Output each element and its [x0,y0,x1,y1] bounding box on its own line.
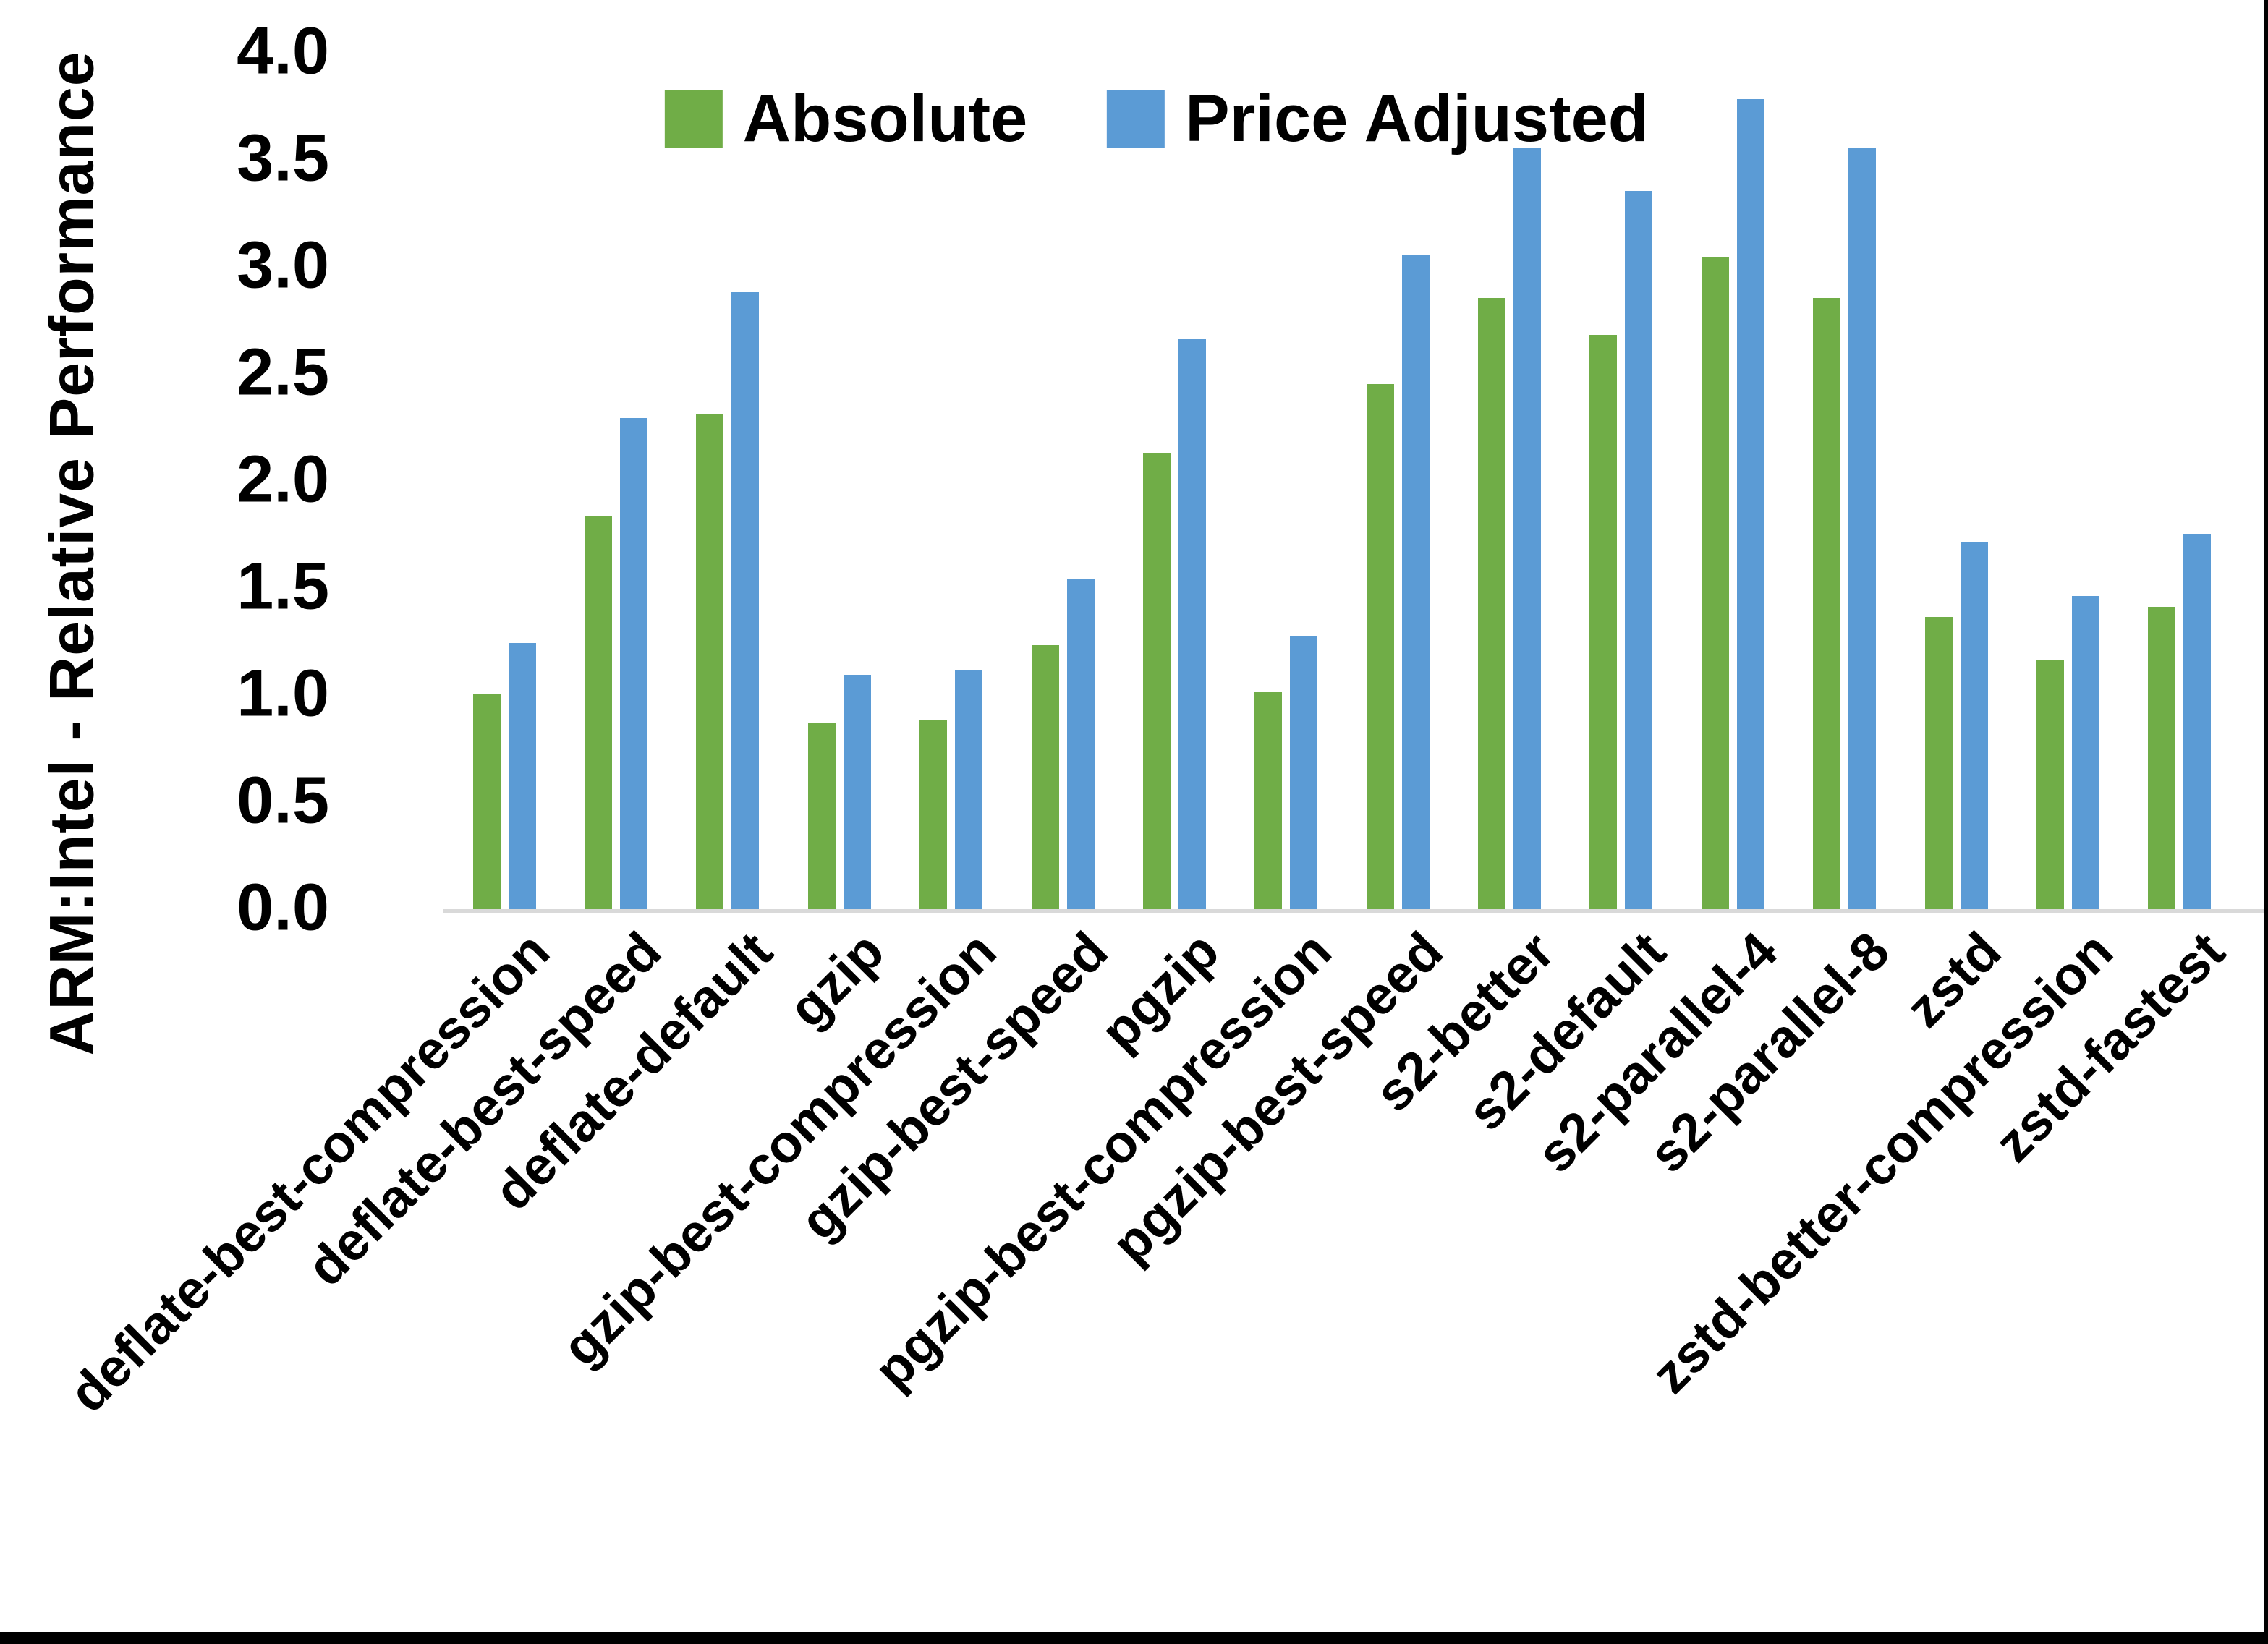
bar-group-zstd [1900,54,2012,911]
bar-group-s2-default [1566,54,1677,911]
bar-price-adjusted-s2-default [1625,191,1653,911]
bar-group-s2-better [1453,54,1565,911]
y-tick-label-1.0: 1.0 [237,656,329,731]
bar-group-gzip [783,54,895,911]
y-tick-label-4.0: 4.0 [237,14,329,88]
bar-group-s2-parallel-8 [1789,54,1900,911]
bar-absolute-deflate-best-speed [585,516,613,911]
y-tick-label-0.0: 0.0 [237,870,329,945]
bar-absolute-s2-parallel-4 [1701,257,1729,911]
x-axis-line [443,909,2268,913]
legend-item-price-adjusted: Price Adjusted [1107,81,1649,157]
bar-group-zstd-better-compression [2012,54,2123,911]
frame-right-edge [2264,0,2268,1644]
legend-swatch-price-adjusted [1107,90,1165,148]
bar-absolute-s2-parallel-8 [1813,298,1841,911]
frame-bottom-edge [0,1632,2268,1644]
bar-price-adjusted-s2-parallel-4 [1736,99,1764,911]
y-tick-label-2.0: 2.0 [237,442,329,516]
bar-price-adjusted-deflate-default [731,291,760,911]
bar-group-deflate-best-speed [560,54,671,911]
y-tick-label-2.5: 2.5 [237,335,329,409]
bar-price-adjusted-gzip-best-speed [1066,579,1095,911]
bar-price-adjusted-gzip-best-compression [955,670,983,911]
bar-group-zstd-fastest [2124,54,2235,911]
bar-absolute-s2-better [1478,298,1506,911]
bar-groups [449,54,2235,911]
bar-group-pgzip [1118,54,1230,911]
y-tick-label-3.5: 3.5 [237,121,329,195]
legend-label-price-adjusted: Price Adjusted [1185,82,1649,156]
bar-absolute-deflate-best-compression [472,694,501,911]
bar-absolute-pgzip-best-compression [1254,692,1283,911]
bar-absolute-pgzip-best-speed [1366,383,1394,911]
bar-group-pgzip-best-speed [1342,54,1453,911]
bar-group-deflate-default [672,54,783,911]
plot-area [443,54,2268,913]
bar-price-adjusted-gzip [843,675,871,911]
bar-group-gzip-best-compression [896,54,1007,911]
bar-price-adjusted-zstd-better-compression [2071,595,2099,911]
bar-absolute-zstd [1924,617,1953,911]
bar-price-adjusted-pgzip [1178,338,1206,911]
y-tick-label-3.0: 3.0 [237,228,329,302]
bar-price-adjusted-deflate-best-compression [508,643,536,911]
x-tick-label-deflate-best-compression: deflate-best-compression [57,920,561,1424]
y-axis-title: ARM:Intel - Relative Performance [37,51,107,1056]
bar-absolute-zstd-better-compression [2036,660,2064,911]
bar-absolute-zstd-fastest [2148,606,2176,911]
legend: Absolute Price Adjusted [664,81,1649,157]
bar-group-gzip-best-speed [1007,54,1118,911]
bar-group-deflate-best-compression [449,54,560,911]
bar-absolute-pgzip [1142,452,1171,911]
legend-item-absolute: Absolute [664,81,1028,157]
bar-absolute-s2-default [1589,334,1618,911]
bar-absolute-gzip-best-compression [919,720,948,911]
bar-absolute-gzip-best-speed [1031,644,1059,911]
bar-price-adjusted-s2-better [1513,148,1542,911]
bar-price-adjusted-pgzip-best-compression [1290,636,1318,911]
y-tick-label-0.5: 0.5 [237,763,329,838]
bar-price-adjusted-pgzip-best-speed [1401,255,1430,911]
legend-swatch-absolute [664,90,723,148]
bar-price-adjusted-deflate-best-speed [620,418,648,911]
legend-label-absolute: Absolute [742,82,1028,156]
bar-absolute-deflate-default [696,414,724,911]
bar-group-pgzip-best-compression [1231,54,1342,911]
bar-absolute-gzip [807,722,836,911]
y-tick-label-1.5: 1.5 [237,549,329,623]
bar-price-adjusted-zstd-fastest [2183,534,2212,911]
bar-price-adjusted-zstd [1960,542,1988,911]
bar-price-adjusted-s2-parallel-8 [1848,148,1877,911]
bar-group-s2-parallel-4 [1677,54,1788,911]
